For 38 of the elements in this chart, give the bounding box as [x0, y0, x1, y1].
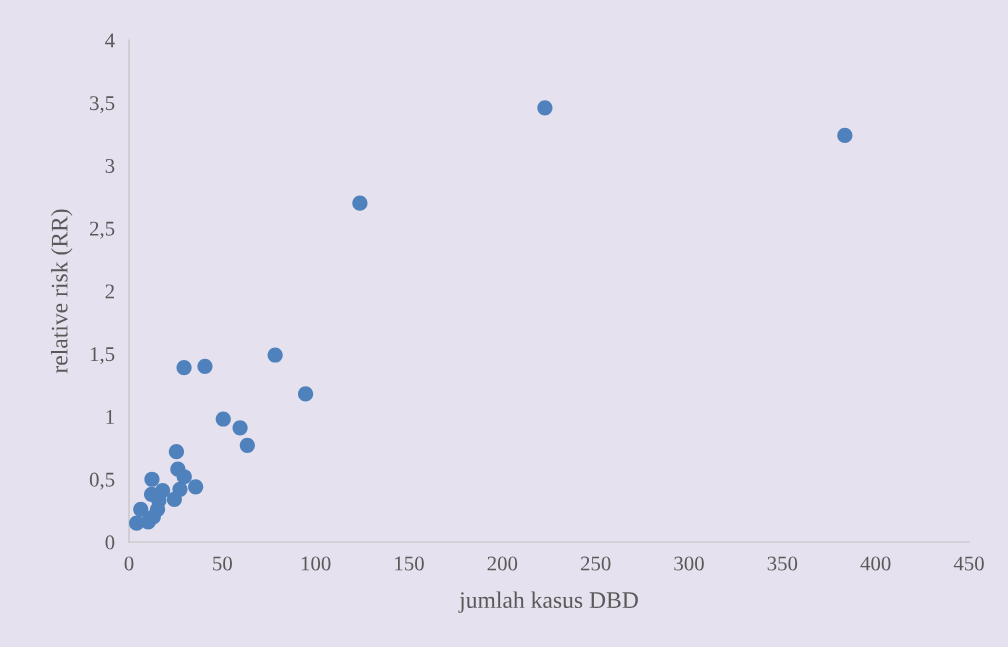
point	[129, 515, 145, 531]
y-tick-label: 3	[105, 158, 115, 173]
point	[232, 420, 248, 436]
x-axis-title: jumlah kasus DBD	[458, 591, 638, 613]
y-tick-label: 0	[105, 535, 115, 550]
y-tick-label: 1,5	[90, 347, 115, 365]
point	[176, 359, 192, 376]
point	[166, 491, 182, 507]
y-tick-label: 2,5	[89, 221, 115, 239]
point	[197, 358, 213, 374]
point	[352, 195, 368, 211]
y-tick-label: 1	[106, 409, 114, 424]
point	[168, 444, 185, 460]
x-tick-label: 400	[860, 556, 891, 571]
point	[537, 100, 553, 116]
point	[188, 479, 204, 495]
point	[176, 469, 192, 485]
x-tick-label: 50	[213, 556, 232, 571]
point	[267, 347, 283, 363]
x-tick-label: 450	[953, 556, 984, 571]
x-tick-label: 200	[487, 556, 518, 571]
point	[297, 386, 314, 402]
x-tick-label: 150	[395, 556, 424, 571]
x-tick-label: 0	[124, 556, 134, 571]
y-tick-label: 3,5	[90, 96, 115, 114]
point	[133, 501, 149, 517]
point	[837, 127, 853, 143]
x-tick-label: 100	[301, 556, 331, 571]
y-tick-label: 2	[105, 284, 114, 299]
point	[215, 411, 231, 427]
y-tick-label: 0,5	[89, 472, 115, 490]
point	[144, 471, 160, 487]
x-tick-label: 350	[767, 556, 798, 571]
y-axis-title: relative risk (RR)	[50, 209, 73, 374]
x-tick-label: 300	[674, 556, 704, 571]
x-tick-label: 250	[580, 556, 611, 571]
point	[239, 437, 255, 453]
y-tick-label: 4	[105, 33, 115, 48]
